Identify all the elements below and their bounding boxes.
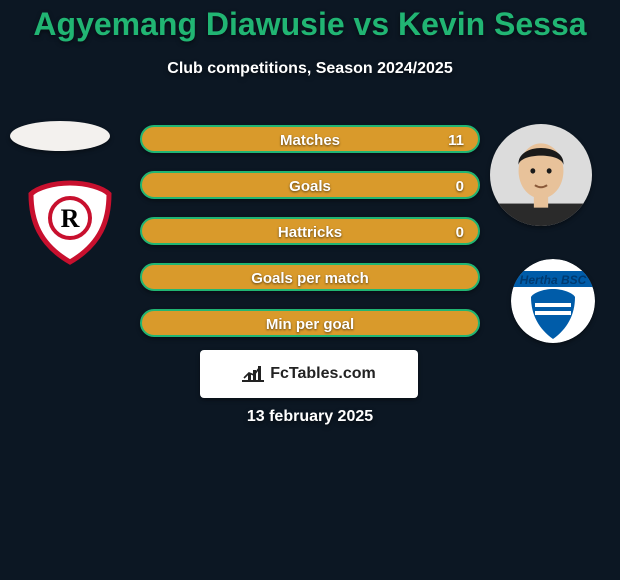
club-left-badge-icon: R bbox=[25, 180, 115, 265]
stat-bar-goals-per-match: Goals per match bbox=[140, 263, 480, 291]
stat-label: Goals bbox=[289, 178, 331, 195]
stat-bar-min-per-goal: Min per goal bbox=[140, 309, 480, 337]
stat-value: 0 bbox=[456, 219, 464, 247]
page-title: Agyemang Diawusie vs Kevin Sessa bbox=[0, 6, 620, 43]
svg-text:R: R bbox=[61, 204, 80, 233]
date-label: 13 february 2025 bbox=[0, 408, 620, 426]
stat-label: Hattricks bbox=[278, 224, 342, 241]
club-right-badge-icon: Hertha BSC bbox=[511, 259, 595, 343]
fctables-watermark: FcTables.com bbox=[200, 350, 418, 398]
infographic-root: Agyemang Diawusie vs Kevin Sessa Club co… bbox=[0, 0, 620, 580]
stat-bar-goals: Goals 0 bbox=[140, 171, 480, 199]
player-left-photo-placeholder bbox=[10, 121, 110, 151]
player-right-photo bbox=[490, 124, 592, 226]
stat-value: 0 bbox=[456, 173, 464, 201]
fctables-text: FcTables.com bbox=[270, 365, 376, 383]
stat-bar-hattricks: Hattricks 0 bbox=[140, 217, 480, 245]
page-subtitle: Club competitions, Season 2024/2025 bbox=[0, 60, 620, 78]
stat-label: Matches bbox=[280, 132, 340, 149]
stat-label: Goals per match bbox=[251, 270, 369, 287]
svg-text:Hertha BSC: Hertha BSC bbox=[520, 273, 587, 287]
stat-label: Min per goal bbox=[266, 316, 354, 333]
chart-icon bbox=[242, 364, 264, 384]
stat-bar-matches: Matches 11 bbox=[140, 125, 480, 153]
stat-value: 11 bbox=[448, 127, 464, 155]
